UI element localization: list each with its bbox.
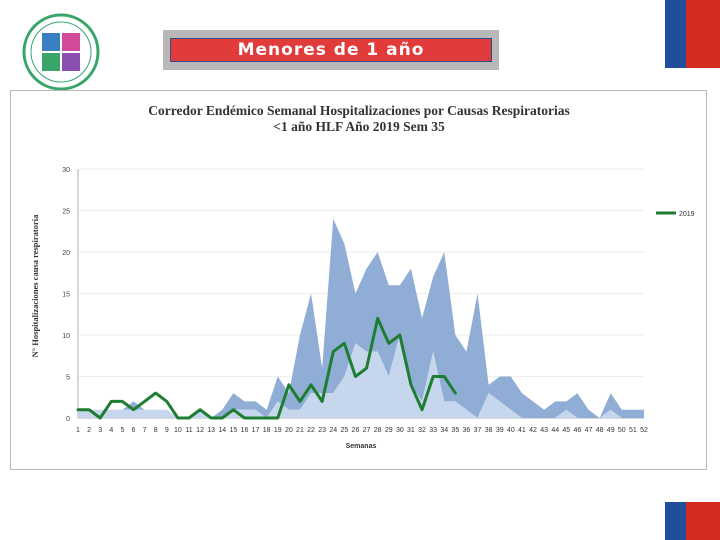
y-tick-label: 20	[62, 250, 70, 257]
x-tick-label: 8	[154, 427, 158, 434]
x-tick-label: 42	[529, 427, 537, 434]
x-tick-label: 30	[396, 427, 404, 434]
flag-blue-stripe	[665, 0, 686, 68]
chile-flag-top	[665, 0, 720, 68]
chile-flag-bottom	[665, 502, 720, 540]
x-tick-label: 4	[109, 427, 113, 434]
x-tick-label: 23	[318, 427, 326, 434]
x-tick-label: 48	[596, 427, 604, 434]
x-tick-label: 38	[485, 427, 493, 434]
flag-red-stripe	[686, 0, 720, 68]
x-tick-label: 52	[640, 427, 648, 434]
y-tick-label: 25	[62, 209, 70, 216]
x-tick-label: 21	[296, 427, 304, 434]
x-tick-label: 40	[507, 427, 515, 434]
band-upper-area	[78, 218, 644, 418]
title-banner-inner: Menores de 1 año	[170, 38, 492, 62]
banner-title: Menores de 1 año	[237, 40, 425, 60]
x-tick-label: 27	[363, 427, 371, 434]
series-line-2019	[76, 316, 457, 420]
x-tick-label: 26	[352, 427, 360, 434]
chart-container: Corredor Endémico Semanal Hospitalizacio…	[10, 90, 707, 470]
x-tick-label: 13	[207, 427, 215, 434]
y-tick-label: 10	[62, 333, 70, 340]
x-tick-label: 17	[252, 427, 260, 434]
x-tick-label: 1	[76, 427, 80, 434]
x-tick-label: 14	[218, 427, 226, 434]
x-tick-label: 49	[607, 427, 615, 434]
x-tick-label: 32	[418, 427, 426, 434]
x-tick-label: 44	[551, 427, 559, 434]
y-tick-label: 30	[62, 167, 70, 174]
x-tick-label: 9	[165, 427, 169, 434]
x-tick-label: 33	[429, 427, 437, 434]
flag-blue-stripe	[665, 502, 686, 540]
y-tick-label: 0	[66, 416, 70, 423]
x-tick-label: 37	[474, 427, 482, 434]
x-tick-label: 24	[329, 427, 337, 434]
x-tick-label: 2	[87, 427, 91, 434]
x-tick-label: 3	[98, 427, 102, 434]
x-tick-label: 35	[451, 427, 459, 434]
x-tick-label: 50	[618, 427, 626, 434]
x-tick-label: 6	[132, 427, 136, 434]
x-tick-label: 41	[518, 427, 526, 434]
series-lines	[76, 316, 457, 420]
x-tick-label: 20	[285, 427, 293, 434]
x-tick-label: 28	[374, 427, 382, 434]
health-service-logo-icon	[22, 13, 100, 91]
y-axis-ticks: 0 5 10 15 20 25 30	[62, 167, 70, 423]
x-tick-label: 10	[174, 427, 182, 434]
x-axis-ticks: 1 2 3 4 5 6 7 8 9 10 11 12 13 14 15 16 17 18 19 20 21 22 23 24 2…	[76, 427, 648, 434]
chart-svg: Corredor Endémico Semanal Hospitalizacio…	[30, 103, 695, 450]
y-tick-label: 15	[62, 292, 70, 299]
x-tick-label: 15	[229, 427, 237, 434]
x-tick-label: 29	[385, 427, 393, 434]
band-lower-area	[78, 335, 644, 418]
legend-label: 2019	[679, 211, 695, 218]
y-axis-label: N° Hospitalizaciones causa respiratoria	[30, 214, 40, 358]
x-tick-label: 45	[562, 427, 570, 434]
x-tick-label: 22	[307, 427, 315, 434]
chart-title: Corredor Endémico Semanal Hospitalizacio…	[148, 103, 570, 118]
endemic-bands	[78, 218, 644, 418]
x-tick-label: 34	[440, 427, 448, 434]
x-tick-label: 51	[629, 427, 637, 434]
flag-red-stripe	[686, 502, 720, 540]
x-tick-label: 19	[274, 427, 282, 434]
x-tick-label: 31	[407, 427, 415, 434]
x-tick-label: 43	[540, 427, 548, 434]
x-tick-label: 47	[585, 427, 593, 434]
y-tick-label: 5	[66, 375, 70, 382]
x-tick-label: 36	[463, 427, 471, 434]
x-axis-label: Semanas	[346, 443, 377, 450]
chart-subtitle: <1 año HLF Año 2019 Sem 35	[273, 119, 445, 134]
x-tick-label: 25	[340, 427, 348, 434]
x-tick-label: 5	[120, 427, 124, 434]
chart-legend: 2019	[656, 211, 695, 218]
x-tick-label: 46	[574, 427, 582, 434]
x-tick-label: 12	[196, 427, 204, 434]
x-tick-label: 11	[185, 427, 192, 434]
x-tick-label: 16	[241, 427, 249, 434]
x-tick-label: 39	[496, 427, 504, 434]
title-banner: Menores de 1 año	[163, 30, 499, 70]
x-tick-label: 7	[143, 427, 147, 434]
x-tick-label: 18	[263, 427, 271, 434]
